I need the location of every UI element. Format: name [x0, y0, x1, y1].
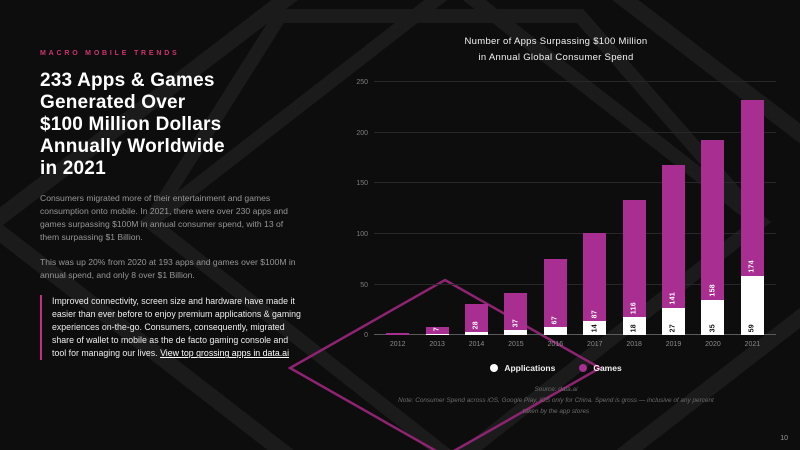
x-axis-label: 2012 [389, 341, 406, 349]
background-magenta-diamond [287, 278, 603, 450]
chart-title: Number of Apps Surpassing $100 Million i… [464, 36, 648, 64]
x-axis-label: 2016 [547, 341, 564, 349]
gridline [374, 233, 776, 235]
bar-segment-games: 174 [740, 99, 764, 276]
callout: Improved connectivity, screen size and h… [40, 294, 302, 361]
bar-2020: 35 158 [701, 140, 725, 336]
gridline [374, 182, 776, 184]
bar-value-label: 158 [709, 284, 717, 297]
bar-segment-games: 7 [425, 327, 449, 335]
gridline [374, 283, 776, 285]
gridline [374, 131, 776, 133]
bar-value-label: 18 [630, 323, 638, 333]
x-axis-label: 2018 [626, 341, 642, 349]
slide-title: 233 Apps & Games Generated Over $100 Mil… [40, 70, 225, 180]
bar-segment-games: 67 [543, 259, 567, 328]
bar-segment-applications: 35 [701, 299, 725, 336]
bar-value-label: 27 [669, 323, 677, 333]
bar-value-label: 87 [591, 309, 599, 319]
y-axis-tick-label: 250 [356, 79, 368, 87]
chart: Number of Apps Surpassing $100 Million i… [328, 34, 784, 418]
legend-label: Applications [504, 363, 556, 374]
paragraph-2: This was up 20% from 2020 at 193 apps an… [40, 256, 296, 280]
legend-label: Games [593, 363, 622, 374]
y-axis-tick-label: 150 [356, 180, 368, 188]
bar-segment-games: 37 [504, 292, 528, 331]
y-axis-tick-label: 100 [356, 231, 368, 239]
bar-segment-games: 141 [661, 165, 685, 308]
bar-segment-applications [464, 332, 488, 336]
bar-segment-games [386, 333, 410, 336]
legend-item-applications: Applications [490, 363, 555, 373]
bar-segment-applications: 14 [583, 321, 607, 336]
bar-2018: 18 116 [622, 199, 646, 336]
bar-2012 [386, 333, 410, 336]
plot-area: 0 50 100 150 200 250 7 28 37 67 14 87 18 116 27 141 35 15… [356, 79, 776, 339]
bar-value-label: 28 [472, 320, 480, 330]
bar-segment-applications [543, 327, 567, 336]
background-gem-facets [144, 9, 766, 227]
bar-value-label: 174 [748, 260, 756, 273]
bar-segment-applications: 18 [622, 317, 646, 336]
callout-link[interactable]: View top grossing apps in data.ai [160, 348, 290, 359]
x-axis-label: 2020 [705, 341, 721, 349]
bar-2021: 59 174 [740, 99, 764, 336]
x-axis-label: 2014 [468, 341, 485, 349]
x-axis-labels: 2012 2013 2014 2015 2016 2017 2018 2019 2020 2021 [374, 341, 776, 348]
bar-segment-games: 158 [701, 140, 725, 300]
bar-segment-games: 28 [464, 303, 488, 333]
paragraph-1: Consumers migrated more of their enterta… [40, 193, 288, 242]
page-number: 10 [780, 435, 788, 442]
bar-value-label: 67 [551, 315, 559, 325]
source-note: Source: data.ai Note: Consumer Spend acr… [398, 386, 714, 416]
bar-segment-applications: 59 [740, 275, 764, 336]
bar-value-label: 7 [433, 327, 441, 332]
bar-value-label: 141 [669, 292, 677, 305]
chart-legend: Applications Games [328, 363, 784, 373]
left-column: MACRO MOBILE TRENDS 233 Apps & Games Gen… [40, 50, 302, 361]
x-axis-label: 2017 [586, 341, 603, 349]
bars: 7 28 37 67 14 87 18 116 27 141 35 158 59 174 [374, 82, 776, 336]
bar-2013: 7 [425, 327, 449, 336]
bar-2014: 28 [464, 303, 488, 336]
y-axis-tick-label: 50 [360, 281, 368, 289]
legend-item-games: Games [579, 363, 622, 374]
bar-2019: 27 141 [661, 165, 685, 336]
gridline [374, 81, 776, 83]
bar-segment-games: 116 [622, 199, 646, 318]
eyebrow: MACRO MOBILE TRENDS [40, 50, 180, 57]
bar-segment-applications: 27 [661, 307, 685, 336]
bar-segment-applications [504, 330, 528, 336]
bar-value-label: 14 [591, 323, 599, 333]
bar-value-label: 116 [630, 301, 638, 315]
bar-2015: 37 [504, 292, 528, 336]
y-axis-tick-label: 0 [364, 332, 368, 340]
callout-text: Improved connectivity, screen size and h… [52, 295, 301, 359]
x-axis-label: 2019 [665, 341, 682, 349]
x-axis-label: 2013 [429, 341, 445, 349]
legend-dot [490, 364, 499, 373]
background-gem-inner [138, 0, 772, 450]
bar-2017: 14 87 [583, 233, 607, 336]
x-axis-label: 2021 [744, 341, 761, 349]
bar-segment-applications [425, 334, 449, 336]
bar-segment-games: 87 [583, 233, 607, 322]
y-axis-tick-label: 200 [356, 129, 368, 137]
bar-value-label: 37 [512, 318, 520, 328]
legend-dot [579, 364, 588, 373]
gridline [374, 334, 776, 336]
bar-value-label: 59 [748, 323, 756, 333]
x-axis-label: 2015 [508, 341, 524, 349]
bar-2016: 67 [543, 259, 567, 336]
bar-value-label: 35 [709, 323, 717, 333]
